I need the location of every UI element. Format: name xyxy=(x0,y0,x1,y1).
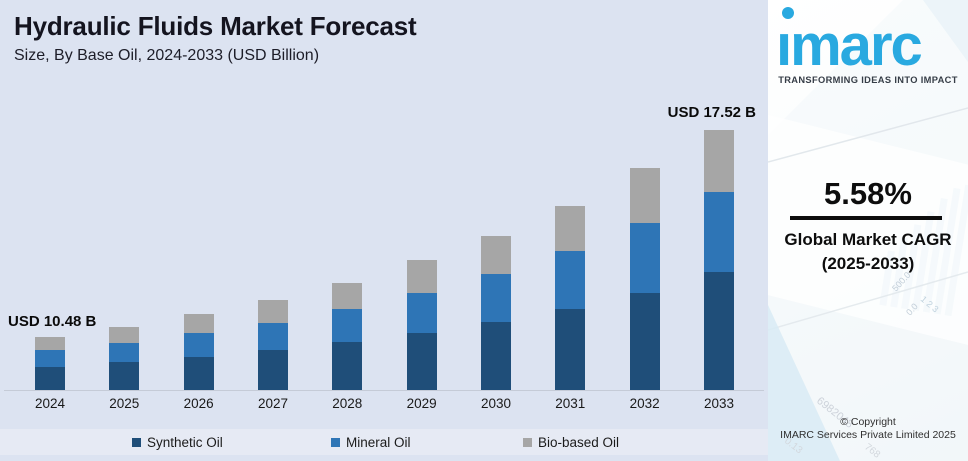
bar-segment-mineral-oil-2024 xyxy=(35,350,65,367)
x-axis-label-2032: 2032 xyxy=(629,396,660,411)
bar-segment-bio-based-oil-2031 xyxy=(555,206,586,251)
bar-segment-mineral-oil-2027 xyxy=(258,323,288,350)
bar-segment-bio-based-oil-2027 xyxy=(258,300,288,323)
stacked-bar-plot: USD 10.48 B USD 17.52 B 2024 2025 2026 2027… xyxy=(4,104,764,411)
bar-segment-synthetic-oil-2027 xyxy=(258,350,288,390)
bar-segment-synthetic-oil-2030 xyxy=(481,322,511,390)
bar-segment-bio-based-oil-2026 xyxy=(183,314,214,333)
cagr-divider xyxy=(790,216,942,220)
chart-title: Hydraulic Fluids Market Forecast xyxy=(14,11,417,41)
cagr-period: (2025-2033) xyxy=(821,254,915,273)
bar-segment-synthetic-oil-2031 xyxy=(555,309,586,390)
bar-segment-mineral-oil-2033 xyxy=(704,192,734,272)
chart-subtitle: Size, By Base Oil, 2024-2033 (USD Billio… xyxy=(14,47,320,64)
bar-segment-synthetic-oil-2029 xyxy=(406,333,437,390)
bar-segment-synthetic-oil-2033 xyxy=(704,272,734,390)
imarc-side-panel: 500.0 0.0 1 2 3 6982048 768 0.13 ımarc T… xyxy=(768,0,968,461)
bar-segment-bio-based-oil-2032 xyxy=(629,168,660,223)
legend-item-synthetic-oil: Synthetic Oil xyxy=(132,433,223,451)
x-axis-label-2024: 2024 xyxy=(34,396,66,411)
bar-segment-synthetic-oil-2028 xyxy=(332,342,363,390)
imarc-tagline: TRANSFORMING IDEAS INTO IMPACT xyxy=(778,75,958,85)
bar-segment-mineral-oil-2030 xyxy=(481,274,511,322)
bar-segment-synthetic-oil-2024 xyxy=(35,367,65,390)
bar-segment-synthetic-oil-2025 xyxy=(109,362,140,390)
legend-label-synthetic-oil: Synthetic Oil xyxy=(147,434,223,450)
x-axis-label-2028: 2028 xyxy=(332,396,363,411)
bar-segment-synthetic-oil-2026 xyxy=(183,357,214,390)
legend-item-mineral-oil: Mineral Oil xyxy=(331,433,411,451)
bar-segment-bio-based-oil-2029 xyxy=(406,260,437,293)
x-axis-label-2029: 2029 xyxy=(406,396,437,411)
x-axis-label-2031: 2031 xyxy=(555,396,586,411)
chart-area: Hydraulic Fluids Market Forecast Size, B… xyxy=(0,11,768,455)
bar-segment-bio-based-oil-2033 xyxy=(704,130,734,192)
bar-segment-mineral-oil-2028 xyxy=(332,309,363,342)
legend-label-mineral-oil: Mineral Oil xyxy=(346,434,411,450)
x-axis-label-2026: 2026 xyxy=(183,396,214,411)
x-axis-line xyxy=(4,390,764,391)
imarc-logo: ımarc TRANSFORMING IDEAS INTO IMPACT xyxy=(768,0,968,95)
x-axis-label-2030: 2030 xyxy=(480,396,512,411)
legend-item-bio-based-oil: Bio-based Oil xyxy=(523,433,619,451)
copyright-line1: © Copyright xyxy=(840,416,896,428)
cagr-label: Global Market CAGR xyxy=(784,230,952,249)
bar-segment-mineral-oil-2026 xyxy=(183,333,214,357)
bar-segment-bio-based-oil-2024 xyxy=(35,337,65,350)
watermark-graphic: 500.0 0.0 1 2 3 6982048 768 0.13 xyxy=(768,0,968,461)
bar-segment-bio-based-oil-2028 xyxy=(332,283,363,309)
x-axis-label-2025: 2025 xyxy=(109,396,140,411)
bar-segment-bio-based-oil-2030 xyxy=(481,236,511,274)
copyright-line2: IMARC Services Private Limited 2025 xyxy=(780,429,956,441)
bar-segment-mineral-oil-2025 xyxy=(109,343,140,362)
legend-swatch-bio-based-oil xyxy=(523,437,532,447)
legend-swatch-synthetic-oil xyxy=(132,437,141,447)
bar-segment-mineral-oil-2031 xyxy=(555,251,586,309)
cagr-value: 5.58% xyxy=(824,176,912,211)
legend-swatch-mineral-oil xyxy=(331,437,340,447)
bar-segment-bio-based-oil-2025 xyxy=(109,327,140,343)
x-axis-label-2033: 2033 xyxy=(703,396,735,411)
imarc-logo-wordmark: ımarc xyxy=(776,13,923,78)
value-label-2033: USD 17.52 B xyxy=(667,104,756,121)
bar-segment-mineral-oil-2032 xyxy=(629,223,660,293)
bar-segment-synthetic-oil-2032 xyxy=(629,293,660,390)
copyright-notice: © Copyright IMARC Services Private Limit… xyxy=(768,416,968,442)
imarc-logo-dot-icon xyxy=(782,7,794,19)
x-axis-label-2027: 2027 xyxy=(257,396,289,411)
legend-band xyxy=(0,429,768,455)
value-label-2024: USD 10.48 B xyxy=(8,313,97,330)
legend-label-bio-based-oil: Bio-based Oil xyxy=(538,434,620,450)
bar-segment-mineral-oil-2029 xyxy=(406,293,437,333)
